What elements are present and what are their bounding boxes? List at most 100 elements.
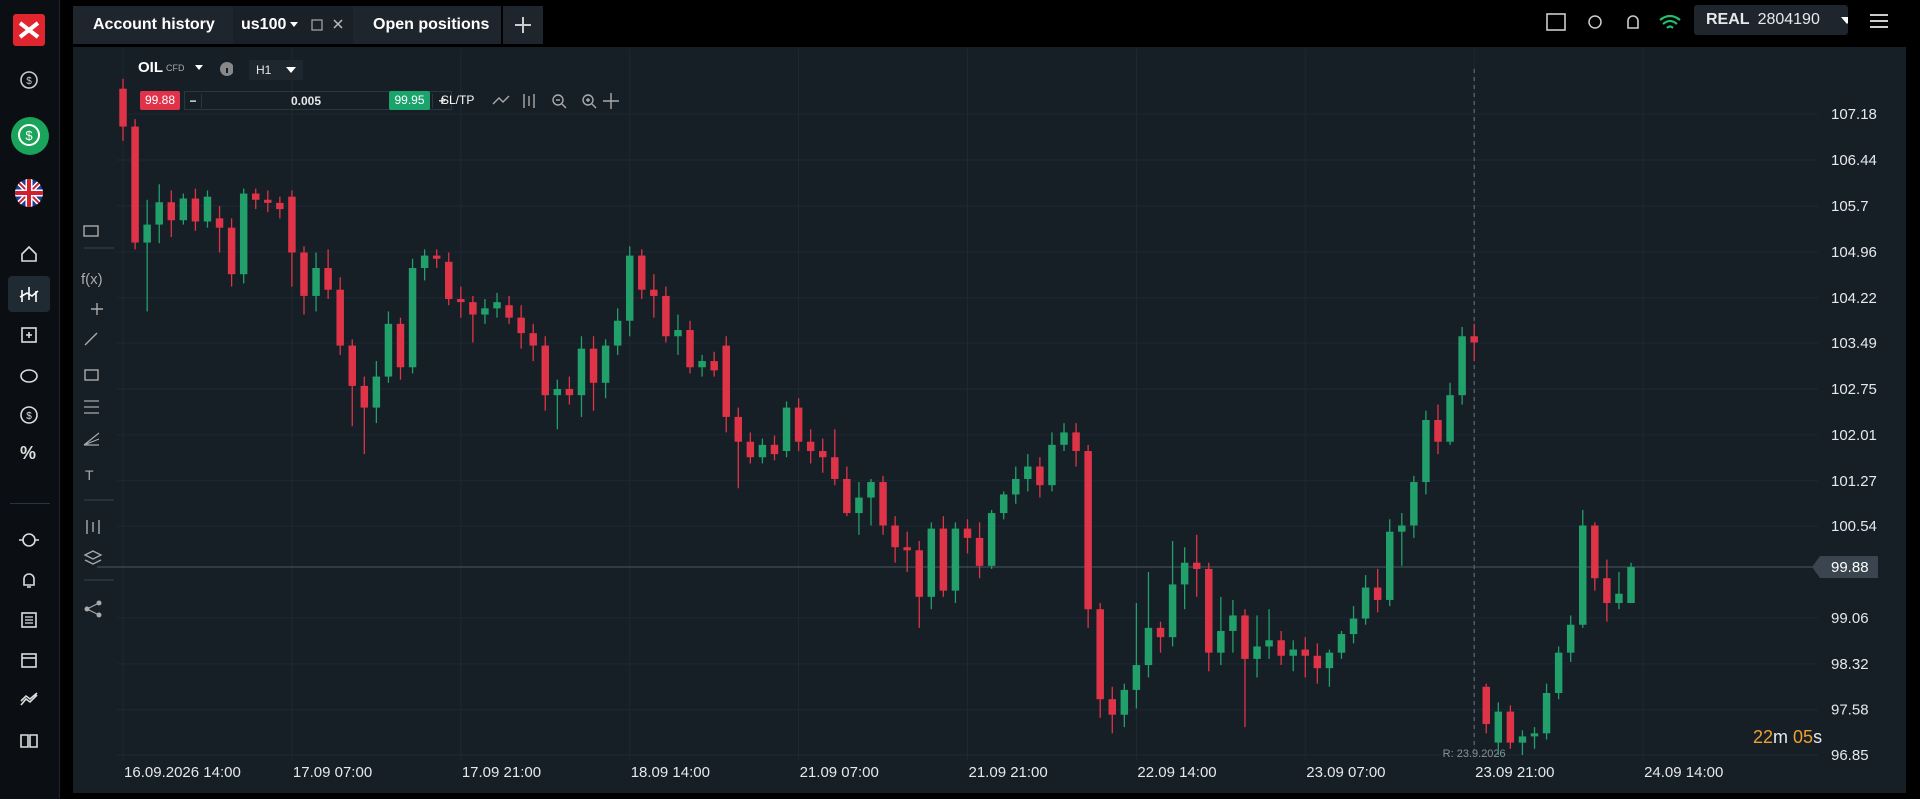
candle-body bbox=[1156, 627, 1165, 638]
candle-body bbox=[638, 255, 646, 290]
candle-body bbox=[1301, 649, 1310, 656]
y-tick-label: 104.96 bbox=[1831, 244, 1877, 261]
candle-body bbox=[806, 441, 815, 452]
candle-body bbox=[770, 444, 779, 455]
candle-body bbox=[1192, 562, 1201, 569]
home-icon[interactable] bbox=[16, 241, 42, 267]
balance-icon[interactable]: $ bbox=[16, 67, 42, 93]
candle-body bbox=[1506, 711, 1515, 743]
candle-body bbox=[227, 227, 236, 275]
chart-tools[interactable] bbox=[491, 90, 631, 112]
candle-body bbox=[1494, 711, 1503, 743]
candle-body bbox=[1024, 466, 1032, 479]
candle-body bbox=[1313, 655, 1322, 669]
candle-body bbox=[782, 407, 791, 452]
plus[interactable]: + bbox=[432, 93, 451, 108]
exchange-icon[interactable] bbox=[16, 527, 42, 553]
account-number: 2804190 bbox=[1757, 11, 1820, 28]
candle-body bbox=[1084, 451, 1092, 610]
account-selector[interactable]: REAL 2804190 bbox=[1694, 5, 1848, 35]
x-tick-label: 21.09 21:00 bbox=[969, 764, 1048, 781]
candle-body bbox=[1361, 587, 1370, 619]
candle-body bbox=[1217, 630, 1225, 653]
candle-body bbox=[1168, 584, 1177, 638]
symbol-controls[interactable] bbox=[193, 61, 233, 77]
candle-body bbox=[481, 308, 489, 315]
candle-body bbox=[601, 345, 610, 383]
candle-body bbox=[1627, 567, 1635, 604]
candle-body bbox=[541, 345, 550, 396]
candle-body bbox=[818, 451, 827, 458]
candle-body bbox=[1048, 444, 1056, 486]
language-flag[interactable] bbox=[14, 178, 44, 208]
news-icon[interactable] bbox=[16, 607, 42, 633]
svg-text:$: $ bbox=[25, 128, 33, 143]
chart: 107.18 106.44 105.7 104.96 104.22 103.49 102.7… bbox=[97, 49, 1878, 781]
buy-button[interactable]: 99.95 bbox=[389, 91, 430, 110]
add-tab[interactable] bbox=[503, 6, 543, 44]
candle-body bbox=[613, 320, 622, 346]
drawing-toolbar[interactable] bbox=[79, 217, 119, 677]
current-price-box bbox=[1820, 556, 1878, 579]
candle-body bbox=[1229, 615, 1237, 631]
candle-body bbox=[1542, 692, 1551, 734]
tab[interactable]: Open positions bbox=[353, 6, 501, 44]
candle-body bbox=[1036, 466, 1044, 486]
orders-icon[interactable] bbox=[16, 322, 42, 348]
percent-icon[interactable]: % bbox=[20, 443, 37, 463]
sltp-button[interactable]: SL/TP bbox=[441, 93, 475, 107]
chart-icon[interactable] bbox=[16, 282, 42, 308]
savings-icon[interactable] bbox=[16, 362, 42, 388]
y-tick-label: 106.44 bbox=[1831, 152, 1877, 169]
candle-body bbox=[505, 305, 513, 318]
candle-body bbox=[915, 550, 923, 597]
candle-body bbox=[493, 302, 501, 309]
candle-body bbox=[1132, 665, 1141, 690]
y-tick-label: 107.18 bbox=[1831, 106, 1877, 123]
candle-body bbox=[867, 482, 875, 498]
candle-body bbox=[179, 198, 188, 221]
svg-text:$: $ bbox=[26, 411, 32, 422]
sidebar: $ $ $ % bbox=[0, 0, 60, 799]
candle-body bbox=[1349, 618, 1358, 635]
functions-tool[interactable]: f(x) bbox=[81, 271, 103, 288]
deposit-button[interactable]: $ bbox=[10, 116, 50, 156]
candle-body bbox=[686, 330, 694, 368]
candle-body bbox=[336, 289, 344, 346]
candle-body bbox=[529, 333, 537, 346]
candle-body bbox=[939, 528, 948, 591]
candle-body bbox=[891, 525, 899, 548]
candle-body bbox=[746, 441, 755, 458]
funds-icon[interactable]: $ bbox=[16, 402, 42, 428]
candle-body bbox=[276, 202, 284, 210]
candle-body bbox=[432, 255, 441, 259]
alerts-icon[interactable] bbox=[16, 567, 42, 593]
sell-button[interactable]: 99.88 bbox=[140, 91, 180, 110]
candle-body bbox=[674, 330, 682, 337]
candle-body bbox=[1325, 652, 1334, 669]
y-tick-label: 105.7 bbox=[1831, 198, 1869, 215]
candle-body bbox=[360, 385, 369, 408]
analysis-icon[interactable] bbox=[16, 687, 42, 713]
candle-body bbox=[1566, 624, 1575, 653]
minus[interactable]: − bbox=[185, 93, 202, 108]
candle-body bbox=[1579, 525, 1587, 625]
x-tick-label: 23.09 21:00 bbox=[1475, 764, 1554, 781]
candle-body bbox=[1120, 689, 1129, 715]
candle-body bbox=[951, 528, 960, 591]
candle-body bbox=[239, 193, 248, 275]
dropdown-arrow bbox=[1840, 17, 1848, 24]
education-icon[interactable] bbox=[16, 727, 42, 753]
timeframe-selector[interactable]: H1 bbox=[249, 60, 303, 80]
candle-body bbox=[372, 376, 381, 408]
candle-body bbox=[1518, 736, 1527, 743]
candle-body bbox=[203, 196, 212, 222]
tab-controls[interactable] bbox=[288, 15, 348, 35]
tab[interactable]: Account history bbox=[73, 6, 233, 44]
calendar-icon[interactable] bbox=[16, 647, 42, 673]
status-icons[interactable] bbox=[1540, 10, 1740, 36]
x-tick-label: 21.09 07:00 bbox=[800, 764, 879, 781]
menu-icon[interactable] bbox=[1868, 12, 1890, 30]
text-tool[interactable]: T bbox=[85, 467, 94, 483]
candle-body bbox=[963, 528, 972, 538]
